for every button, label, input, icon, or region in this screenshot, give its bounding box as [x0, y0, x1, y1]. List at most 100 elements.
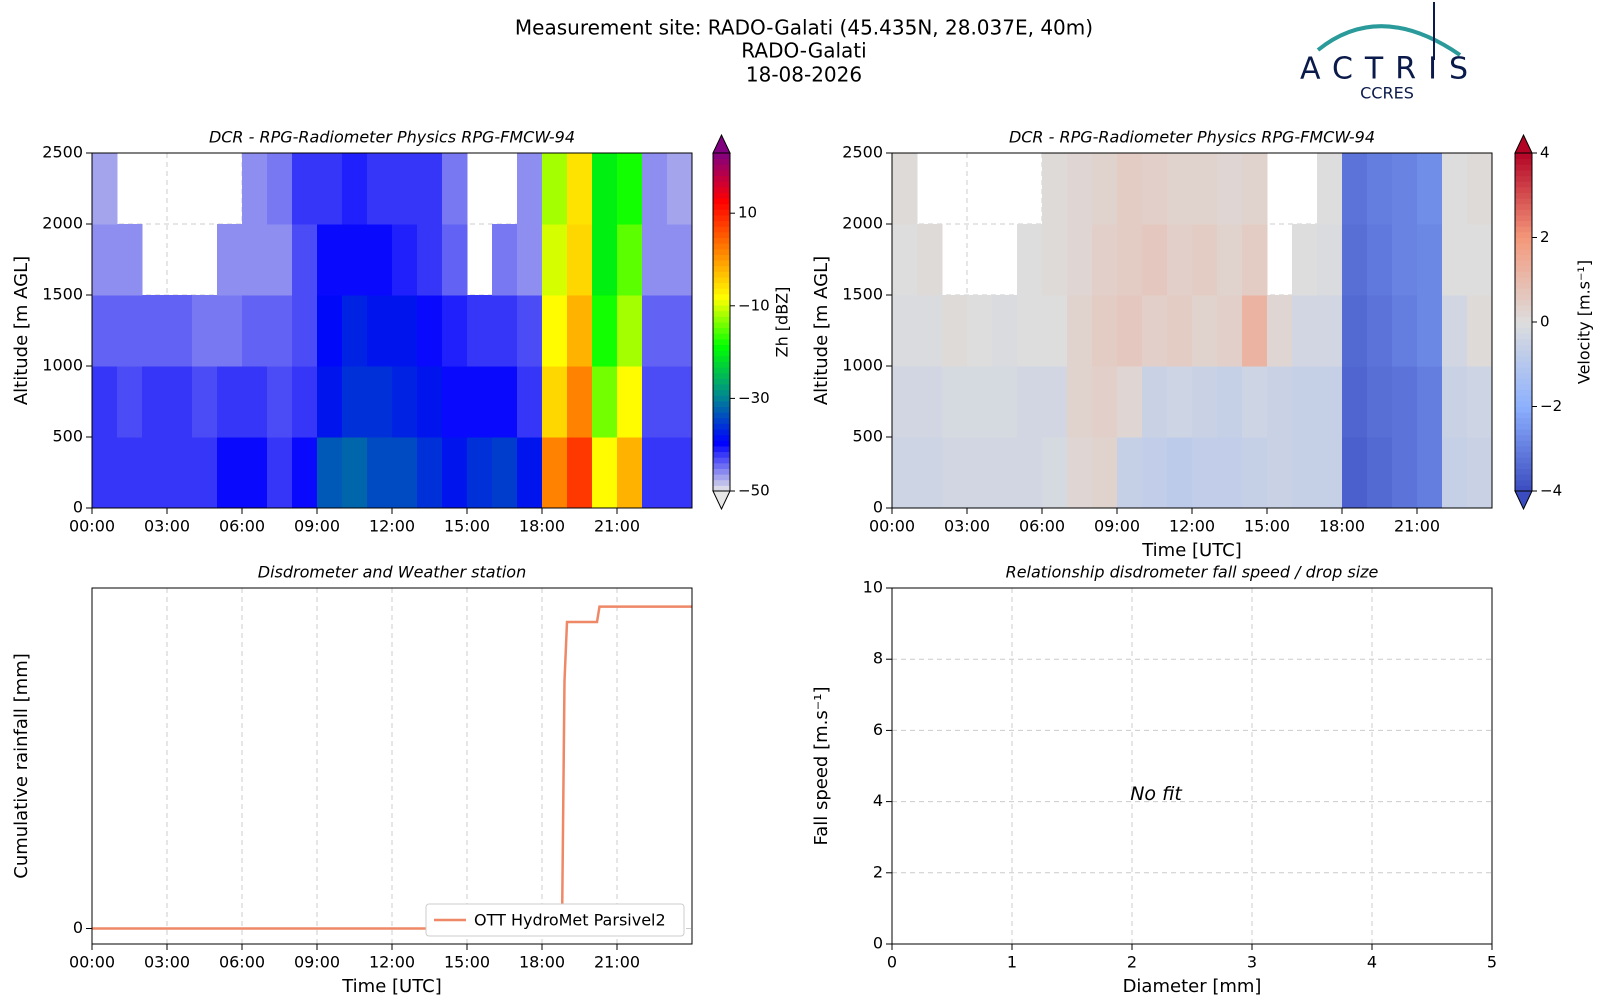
colorbar-step — [713, 231, 730, 238]
heat-cell — [1242, 224, 1268, 296]
heat-cell — [117, 295, 143, 367]
colorbar-step — [713, 451, 730, 458]
colorbar-step — [1515, 417, 1532, 424]
heat-cell — [442, 153, 468, 225]
heat-cell — [592, 366, 618, 438]
heat-cell — [542, 295, 568, 367]
colorbar-step — [1515, 271, 1532, 278]
x-axis-label: Time [UTC] — [1141, 540, 1242, 561]
heat-cell — [892, 153, 918, 225]
colorbar-step — [1515, 310, 1532, 317]
colorbar-step — [1515, 327, 1532, 334]
axes-frame — [891, 152, 1493, 509]
heat-cell — [1467, 224, 1493, 296]
x-tick-label: 21:00 — [594, 517, 640, 536]
legend-box — [425, 903, 685, 937]
colorbar-step — [1515, 248, 1532, 255]
x-tick-label: 0 — [887, 953, 897, 972]
heat-cell — [1367, 153, 1393, 225]
heat-cell — [1192, 224, 1218, 296]
heat-cell — [267, 366, 293, 438]
colorbar-extend — [1514, 133, 1533, 154]
y-tick-label: 1500 — [842, 285, 883, 304]
heat-cell — [1442, 366, 1468, 438]
heat-cell — [92, 437, 118, 509]
colorbar-step — [1515, 214, 1532, 222]
x-tick-label: 12:00 — [369, 953, 415, 972]
heat-cell — [1142, 153, 1168, 225]
heat-cell — [1017, 437, 1043, 509]
heat-cell — [242, 153, 268, 225]
colorbar-step — [713, 479, 730, 486]
heat-cell — [1192, 295, 1218, 367]
heat-cell — [1067, 295, 1093, 367]
x-tick-label: 09:00 — [294, 953, 340, 972]
heat-cell — [1092, 224, 1118, 296]
heat-cell — [492, 224, 518, 296]
colorbar-step — [713, 395, 730, 402]
x-axis-label: Time [UTC] — [341, 976, 442, 997]
heat-cell — [1317, 366, 1343, 438]
heat-cell — [217, 295, 243, 367]
heat-cell — [1392, 295, 1418, 367]
heat-cell — [1342, 153, 1368, 225]
x-tick-label: 21:00 — [1394, 517, 1440, 536]
heat-cell — [292, 366, 318, 438]
heat-cell — [92, 153, 118, 225]
colorbar-label: Velocity [m.s⁻¹] — [1575, 260, 1594, 384]
heat-cell — [1392, 224, 1418, 296]
colorbar-extend — [712, 490, 731, 511]
heat-cell — [1117, 366, 1143, 438]
heat-cell — [417, 224, 443, 296]
heat-cell — [592, 153, 618, 225]
colorbar-step — [1515, 372, 1532, 379]
x-axis-label: Diameter [mm] — [1123, 976, 1262, 997]
heat-cell — [992, 437, 1018, 509]
heat-cell — [1217, 295, 1243, 367]
y-axis-label: Altitude [m AGL] — [11, 256, 32, 405]
heat-cell — [1267, 437, 1293, 509]
heat-cell — [1342, 224, 1368, 296]
heat-cell — [1192, 153, 1218, 225]
y-axis-label: Cumulative rainfall [mm] — [11, 653, 32, 879]
colorbar-step — [1515, 237, 1532, 244]
colorbar-step — [1515, 474, 1532, 481]
heat-cell — [1142, 295, 1168, 367]
heat-cell — [1117, 153, 1143, 225]
colorbar-step — [1515, 485, 1532, 492]
heat-cell — [1442, 295, 1468, 367]
colorbar-tick-label: −50 — [738, 482, 770, 500]
x-tick-label: 5 — [1487, 953, 1497, 972]
heat-cell — [192, 366, 218, 438]
heat-cell — [342, 153, 368, 225]
heat-cell — [217, 437, 243, 509]
colorbar-step — [1515, 282, 1532, 289]
colorbar-step — [1515, 406, 1532, 413]
colorbar-step — [713, 355, 730, 362]
heat-cell — [567, 366, 593, 438]
heat-cell — [417, 153, 443, 225]
colorbar-tick-label: −10 — [738, 296, 770, 314]
colorbar-step — [713, 350, 730, 357]
suptitle: Measurement site: RADO-Galati (45.435N, … — [515, 16, 1093, 40]
heat-cell — [492, 295, 518, 367]
heat-cell — [1192, 366, 1218, 438]
heat-cell — [242, 366, 268, 438]
colorbar-step — [1515, 220, 1532, 227]
colorbar-step — [713, 378, 730, 385]
x-tick-label: 12:00 — [369, 517, 415, 536]
heat-cell — [117, 437, 143, 509]
heat-cell — [1417, 366, 1443, 438]
x-tick-label: 18:00 — [1319, 517, 1365, 536]
axes-title: Relationship disdrometer fall speed / dr… — [1006, 563, 1379, 582]
heat-cell — [392, 153, 418, 225]
colorbar-step — [713, 282, 730, 289]
colorbar-step — [713, 333, 730, 340]
heat-cell — [1342, 437, 1368, 509]
colorbar-tick-label: 10 — [738, 204, 757, 222]
heat-cell — [392, 437, 418, 509]
heat-cell — [542, 366, 568, 438]
colorbar-step — [713, 186, 730, 193]
legend-label: OTT HydroMet Parsivel2 — [474, 911, 666, 930]
colorbar-step — [1515, 412, 1532, 419]
